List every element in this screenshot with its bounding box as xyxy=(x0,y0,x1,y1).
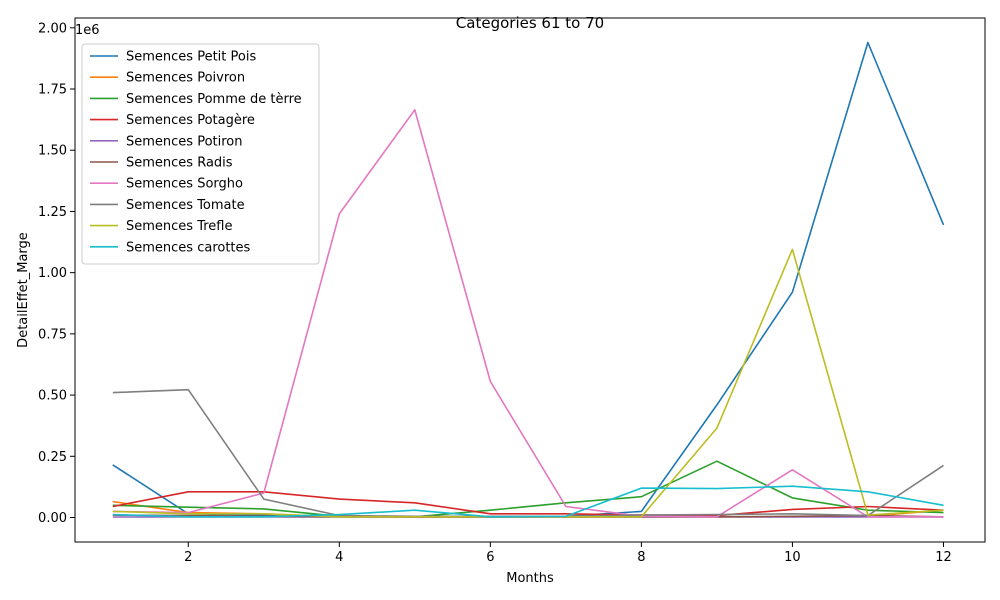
legend: Semences Petit Pois Semences Poivron Semen… xyxy=(81,43,320,265)
y-tick-label: 0.25 xyxy=(38,450,67,465)
x-tick-label: 6 xyxy=(486,550,494,565)
legend-label: Semences Sorgho xyxy=(126,177,243,192)
legend-label: Semences Poivron xyxy=(126,71,245,86)
y-offset-label: 1e6 xyxy=(75,23,100,38)
x-tick-label: 4 xyxy=(335,550,343,565)
y-tick-label: 0.75 xyxy=(38,327,67,342)
legend-label: Semences Radis xyxy=(126,156,233,171)
x-tick-label: 10 xyxy=(784,550,801,565)
series-line-4 xyxy=(112,490,944,517)
series-line-3 xyxy=(112,460,944,518)
legend-label: Semences Trefle xyxy=(126,219,232,234)
y-tick-label: 1.50 xyxy=(38,144,67,159)
legend-label: Semences Potiron xyxy=(126,134,243,149)
legend-box xyxy=(81,43,320,265)
y-axis-label: DetailEffet_Marge xyxy=(16,232,31,348)
y-tick-label: 0.00 xyxy=(38,511,67,526)
chart-title: Categories 61 to 70 xyxy=(456,14,604,32)
y-tick-label: 1.75 xyxy=(38,83,67,98)
series-line-8 xyxy=(112,388,944,518)
y-tick-label: 2.00 xyxy=(38,21,67,36)
legend-label: Semences Petit Pois xyxy=(126,50,256,65)
series-line-7 xyxy=(112,109,944,518)
x-tick-label: 8 xyxy=(637,550,645,565)
series-line-10 xyxy=(112,485,944,518)
x-tick-label: 12 xyxy=(935,550,952,565)
plot-frame xyxy=(74,17,986,543)
y-tick-label: 1.25 xyxy=(38,205,67,220)
x-tick-label: 2 xyxy=(184,550,192,565)
legend-label: Semences Tomate xyxy=(126,198,245,213)
x-axis: 2 4 6 8 10 12 xyxy=(184,542,952,565)
y-tick-label: 0.50 xyxy=(38,389,67,404)
y-tick-label: 1.00 xyxy=(38,266,67,281)
legend-label: Semences Potagère xyxy=(126,113,255,128)
legend-label: Semences carottes xyxy=(126,240,251,255)
series-line-9 xyxy=(112,248,944,518)
series-layer xyxy=(112,41,945,518)
y-axis: 0.00 0.25 0.50 0.75 1.00 1.25 1.50 1.75 2.00 xyxy=(38,21,75,526)
legend-label: Semences Pomme de tèrre xyxy=(126,92,302,107)
x-axis-label: Months xyxy=(506,571,554,586)
